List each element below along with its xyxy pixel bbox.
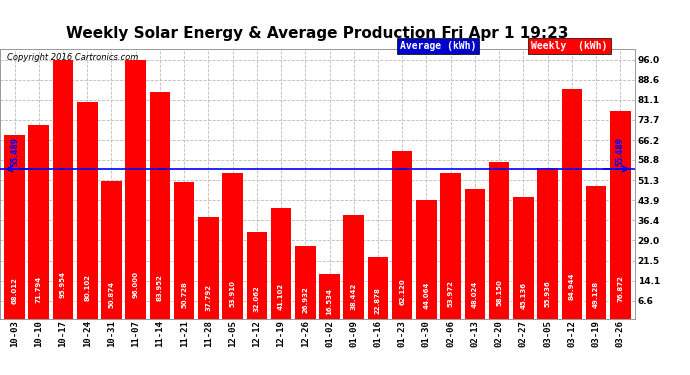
Bar bbox=[28, 125, 49, 319]
Text: 55.489: 55.489 bbox=[615, 137, 624, 166]
Text: Average (kWh): Average (kWh) bbox=[400, 41, 477, 51]
Bar bbox=[416, 200, 437, 319]
Text: 76.872: 76.872 bbox=[618, 275, 623, 302]
Bar bbox=[174, 182, 195, 319]
Bar bbox=[77, 102, 97, 319]
Text: 53.972: 53.972 bbox=[448, 280, 453, 307]
Text: 50.728: 50.728 bbox=[181, 281, 187, 308]
Bar bbox=[513, 197, 533, 319]
Bar bbox=[562, 89, 582, 319]
Text: 32.062: 32.062 bbox=[254, 285, 260, 312]
Text: 55.936: 55.936 bbox=[544, 280, 551, 307]
Bar bbox=[392, 151, 413, 319]
Bar bbox=[586, 186, 607, 319]
Text: 53.910: 53.910 bbox=[230, 280, 235, 307]
Bar bbox=[246, 232, 267, 319]
Text: Weekly Solar Energy & Average Production Fri Apr 1 19:23: Weekly Solar Energy & Average Production… bbox=[66, 26, 569, 41]
Bar bbox=[101, 182, 121, 319]
Bar bbox=[52, 60, 73, 319]
Text: 58.150: 58.150 bbox=[496, 279, 502, 306]
Text: 26.932: 26.932 bbox=[302, 286, 308, 313]
Bar bbox=[150, 92, 170, 319]
Bar bbox=[198, 217, 219, 319]
Bar bbox=[489, 162, 509, 319]
Bar bbox=[4, 135, 25, 319]
Bar bbox=[610, 111, 631, 319]
Text: 44.064: 44.064 bbox=[424, 282, 429, 309]
Text: 22.878: 22.878 bbox=[375, 287, 381, 314]
Text: 80.102: 80.102 bbox=[84, 274, 90, 302]
Text: 55.489: 55.489 bbox=[10, 137, 19, 166]
Bar bbox=[270, 208, 291, 319]
Text: 96.000: 96.000 bbox=[132, 271, 139, 298]
Bar bbox=[126, 60, 146, 319]
Text: Weekly  (kWh): Weekly (kWh) bbox=[531, 41, 608, 51]
Text: 68.012: 68.012 bbox=[12, 277, 17, 304]
Text: 62.120: 62.120 bbox=[400, 279, 405, 305]
Text: 50.874: 50.874 bbox=[108, 280, 115, 308]
Bar bbox=[295, 246, 315, 319]
Text: 37.792: 37.792 bbox=[206, 284, 211, 310]
Text: 49.128: 49.128 bbox=[593, 281, 599, 308]
Text: 45.136: 45.136 bbox=[520, 282, 526, 309]
Bar bbox=[368, 257, 388, 319]
Bar bbox=[464, 189, 485, 319]
Text: 38.442: 38.442 bbox=[351, 283, 357, 310]
Bar bbox=[222, 173, 243, 319]
Text: 71.794: 71.794 bbox=[36, 276, 42, 303]
Text: 95.954: 95.954 bbox=[60, 271, 66, 298]
Text: 16.534: 16.534 bbox=[326, 288, 333, 315]
Bar bbox=[319, 274, 339, 319]
Text: 48.024: 48.024 bbox=[472, 281, 478, 308]
Text: 83.952: 83.952 bbox=[157, 274, 163, 301]
Text: 84.944: 84.944 bbox=[569, 273, 575, 300]
Bar bbox=[538, 168, 558, 319]
Text: Copyright 2016 Cartronics.com: Copyright 2016 Cartronics.com bbox=[7, 53, 138, 62]
Text: 41.102: 41.102 bbox=[278, 283, 284, 310]
Bar bbox=[344, 215, 364, 319]
Bar bbox=[440, 173, 461, 319]
